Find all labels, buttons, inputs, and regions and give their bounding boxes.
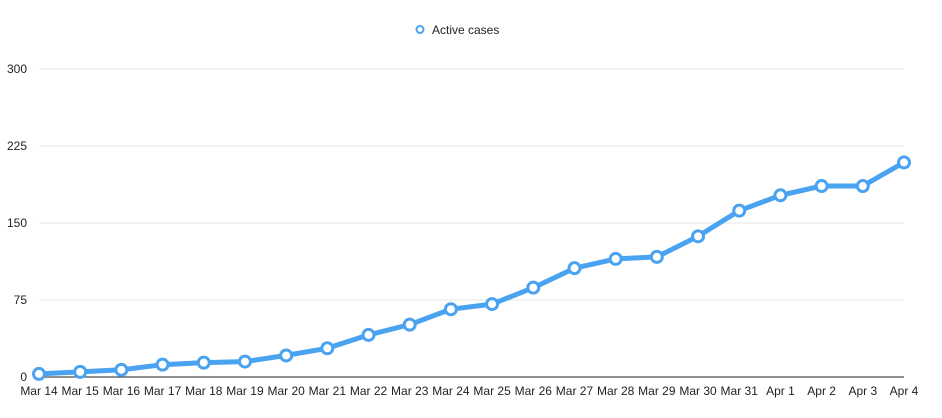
data-point[interactable]	[855, 179, 870, 194]
legend[interactable]: Active cases	[415, 23, 500, 37]
data-point[interactable]	[691, 229, 706, 244]
x-tick-label: Mar 28	[597, 384, 635, 398]
data-point[interactable]	[73, 364, 88, 379]
data-point[interactable]	[814, 179, 829, 194]
y-tick-label: 0	[20, 370, 27, 384]
data-point[interactable]	[526, 280, 541, 295]
gridlines	[39, 68, 904, 301]
y-tick-label: 150	[7, 216, 27, 230]
data-point[interactable]	[196, 355, 211, 370]
y-tick-label: 300	[7, 62, 27, 76]
x-tick-label: Mar 29	[638, 384, 676, 398]
data-point[interactable]	[732, 203, 747, 218]
data-point[interactable]	[443, 302, 458, 317]
data-point[interactable]	[649, 249, 664, 264]
x-tick-label: Mar 20	[267, 384, 305, 398]
x-tick-label: Mar 26	[515, 384, 553, 398]
legend-label-active-cases: Active cases	[432, 23, 499, 37]
data-point[interactable]	[155, 357, 170, 372]
x-tick-label: Mar 22	[350, 384, 388, 398]
x-tick-label: Mar 19	[226, 384, 264, 398]
y-tick-label: 225	[7, 139, 27, 153]
data-point[interactable]	[897, 155, 911, 170]
data-point[interactable]	[114, 362, 129, 377]
data-point[interactable]	[32, 366, 46, 381]
data-point[interactable]	[237, 354, 252, 369]
x-tick-label: Mar 30	[679, 384, 717, 398]
data-point[interactable]	[485, 297, 500, 312]
y-axis-tick-labels: 0 75 150 225 300	[7, 62, 27, 384]
x-tick-label: Mar 14	[20, 384, 58, 398]
y-tick-label: 75	[14, 293, 28, 307]
x-tick-label: Mar 16	[103, 384, 141, 398]
x-tick-label: Mar 23	[391, 384, 429, 398]
data-point[interactable]	[567, 261, 582, 276]
data-points	[32, 155, 911, 381]
data-point[interactable]	[279, 348, 294, 363]
x-tick-label: Mar 18	[185, 384, 223, 398]
x-tick-label: Mar 27	[556, 384, 594, 398]
x-tick-label: Apr 4	[890, 384, 919, 398]
x-tick-label: Apr 2	[807, 384, 836, 398]
x-tick-label: Mar 24	[432, 384, 470, 398]
x-tick-label: Mar 21	[309, 384, 347, 398]
x-tick-label: Mar 17	[144, 384, 182, 398]
series-line-active-cases	[36, 159, 907, 377]
data-point[interactable]	[361, 327, 376, 342]
x-tick-label: Mar 15	[62, 384, 100, 398]
legend-marker-active-cases	[415, 25, 425, 34]
x-tick-label: Apr 3	[848, 384, 877, 398]
x-tick-label: Apr 1	[766, 384, 795, 398]
data-point[interactable]	[773, 188, 788, 203]
data-point[interactable]	[402, 317, 417, 332]
x-axis-tick-labels: Mar 14 Mar 15 Mar 16 Mar 17 Mar 18 Mar 19 Mar …	[20, 384, 918, 398]
data-point[interactable]	[608, 251, 623, 266]
x-tick-label: Mar 25	[473, 384, 511, 398]
data-point[interactable]	[320, 341, 335, 356]
x-tick-label: Mar 31	[721, 384, 759, 398]
